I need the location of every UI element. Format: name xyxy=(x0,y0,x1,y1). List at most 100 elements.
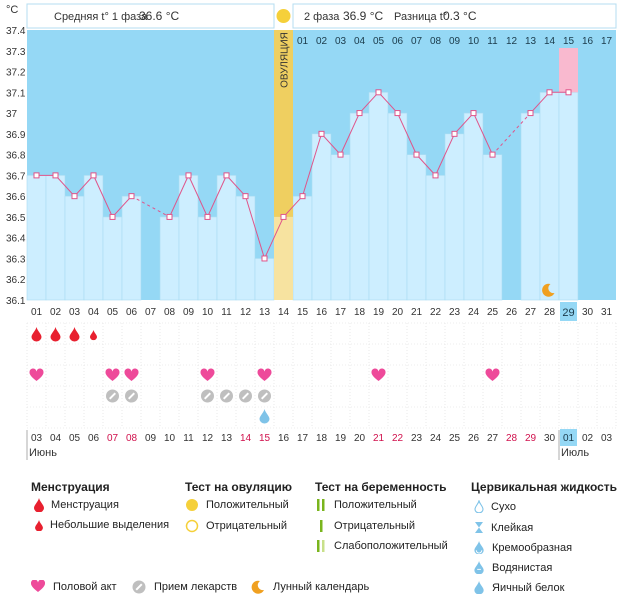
pill-icon xyxy=(220,389,233,403)
temp-line-segment xyxy=(397,112,417,155)
calendar-date-label: 03 xyxy=(601,433,613,444)
date-label: 13 xyxy=(259,307,271,318)
legend-menstruation-item: Менструация xyxy=(34,498,119,512)
phase2-label: 2 фаза xyxy=(304,11,340,23)
y-tick-label: 36.2 xyxy=(6,275,26,286)
y-tick-label: 36.7 xyxy=(6,171,26,182)
temp-point xyxy=(71,193,78,200)
y-tick-label: 36.5 xyxy=(6,213,26,224)
date-label: 16 xyxy=(316,307,328,318)
calendar-date-label: 25 xyxy=(449,433,461,444)
temp-bar xyxy=(444,133,465,301)
legend-intercourse-label: Половой акт xyxy=(53,580,117,593)
temp-point xyxy=(413,151,420,158)
date-label: 14 xyxy=(278,307,290,318)
date-label: 31 xyxy=(601,307,613,318)
egg-white-drop-icon xyxy=(259,409,270,424)
legend-pregnancy-weak-label: Слабоположительный xyxy=(334,540,448,552)
y-tick-label: 36.6 xyxy=(6,192,26,203)
cycle-day-label: 02 xyxy=(316,36,328,47)
temp-bar xyxy=(311,133,332,301)
temp-line-segment xyxy=(454,112,474,135)
sun-outline-icon xyxy=(185,519,199,533)
calendar-date-label: 13 xyxy=(221,433,233,444)
temp-bar xyxy=(558,92,579,301)
temp-bar xyxy=(197,216,218,301)
calendar-date-label: 05 xyxy=(69,433,81,444)
temp-bar xyxy=(292,195,313,301)
temp-line-segment xyxy=(435,133,455,176)
date-label: 21 xyxy=(411,307,423,318)
temp-bar xyxy=(368,92,389,301)
legend-ovulation-negative: Отрицательный xyxy=(185,519,287,533)
temp-point xyxy=(166,213,173,220)
cycle-day-label: 10 xyxy=(468,36,480,47)
date-label: 11 xyxy=(221,307,232,318)
moon-icon xyxy=(542,283,555,297)
calendar-date-label: 18 xyxy=(316,433,328,444)
cycle-day-label: 17 xyxy=(601,36,613,47)
calendar-date-label: 01 xyxy=(563,433,575,444)
calendar-date-label: 07 xyxy=(107,433,119,444)
y-tick-label: 36.4 xyxy=(6,234,26,245)
date-label: 09 xyxy=(183,307,195,318)
legend-medication-label: Прием лекарств xyxy=(154,581,238,593)
temp-bar xyxy=(178,175,199,301)
month-label: Июль xyxy=(561,447,589,459)
cycle-day-label: 14 xyxy=(544,36,556,47)
temp-bar xyxy=(349,112,370,301)
temp-bar xyxy=(330,154,351,301)
y-tick-label: 37.4 xyxy=(6,26,26,37)
cycle-day-label: 12 xyxy=(506,36,518,47)
pill-icon xyxy=(132,580,146,594)
legend-cervical-watery: Водянистая xyxy=(474,561,552,574)
calendar-date-label: 23 xyxy=(411,433,423,444)
calendar-date-label: 30 xyxy=(544,433,556,444)
temp-line-segment xyxy=(188,175,208,218)
temp-bar xyxy=(406,154,427,301)
date-label: 07 xyxy=(145,307,157,318)
legend-cervical-sticky-label: Клейкая xyxy=(491,521,534,534)
pill-icon xyxy=(106,389,119,403)
date-label: 15 xyxy=(297,307,309,318)
temp-bar xyxy=(425,175,446,301)
date-label: 01 xyxy=(31,307,43,318)
date-label: 24 xyxy=(468,307,480,318)
calendar-date-label: 21 xyxy=(373,433,385,444)
blood-drop-icon xyxy=(34,498,44,512)
temp-point xyxy=(546,89,553,96)
temp-line-segment xyxy=(340,112,360,155)
temp-point xyxy=(280,213,287,220)
cycle-day-label: 09 xyxy=(449,36,461,47)
header-phase2-box xyxy=(292,3,617,29)
calendar-date-label: 22 xyxy=(392,433,404,444)
calendar-date-label: 10 xyxy=(164,433,176,444)
temp-bar xyxy=(235,195,256,301)
calendar-date-label: 15 xyxy=(259,433,271,444)
temp-point xyxy=(299,193,306,200)
today-date-box xyxy=(560,302,577,321)
creamy-drop-icon xyxy=(474,541,484,554)
cycle-day-label: 08 xyxy=(430,36,442,47)
temp-point xyxy=(261,255,268,262)
date-label: 28 xyxy=(544,307,556,318)
date-label: 10 xyxy=(202,307,214,318)
legend-cervical-eggwhite: Яичный белок xyxy=(474,581,564,594)
ovulation-label: ОВУЛЯЦИЯ xyxy=(280,32,291,88)
cycle-day-label: 15 xyxy=(563,36,575,47)
calendar-date-label: 04 xyxy=(50,433,62,444)
phase1-label: Средняя t° 1 фаза xyxy=(54,11,148,23)
calendar-date-label: 20 xyxy=(354,433,366,444)
date-label: 23 xyxy=(449,307,461,318)
temp-bar xyxy=(102,216,123,301)
temp-bar xyxy=(83,175,104,301)
temp-bar xyxy=(216,175,237,301)
date-label: 06 xyxy=(126,307,138,318)
pill-icon xyxy=(201,389,214,403)
temp-point xyxy=(318,130,325,137)
date-label: 03 xyxy=(69,307,81,318)
highlight-day-marker xyxy=(559,48,578,93)
cycle-day-label: 16 xyxy=(582,36,594,47)
cycle-day-label: 13 xyxy=(525,36,537,47)
